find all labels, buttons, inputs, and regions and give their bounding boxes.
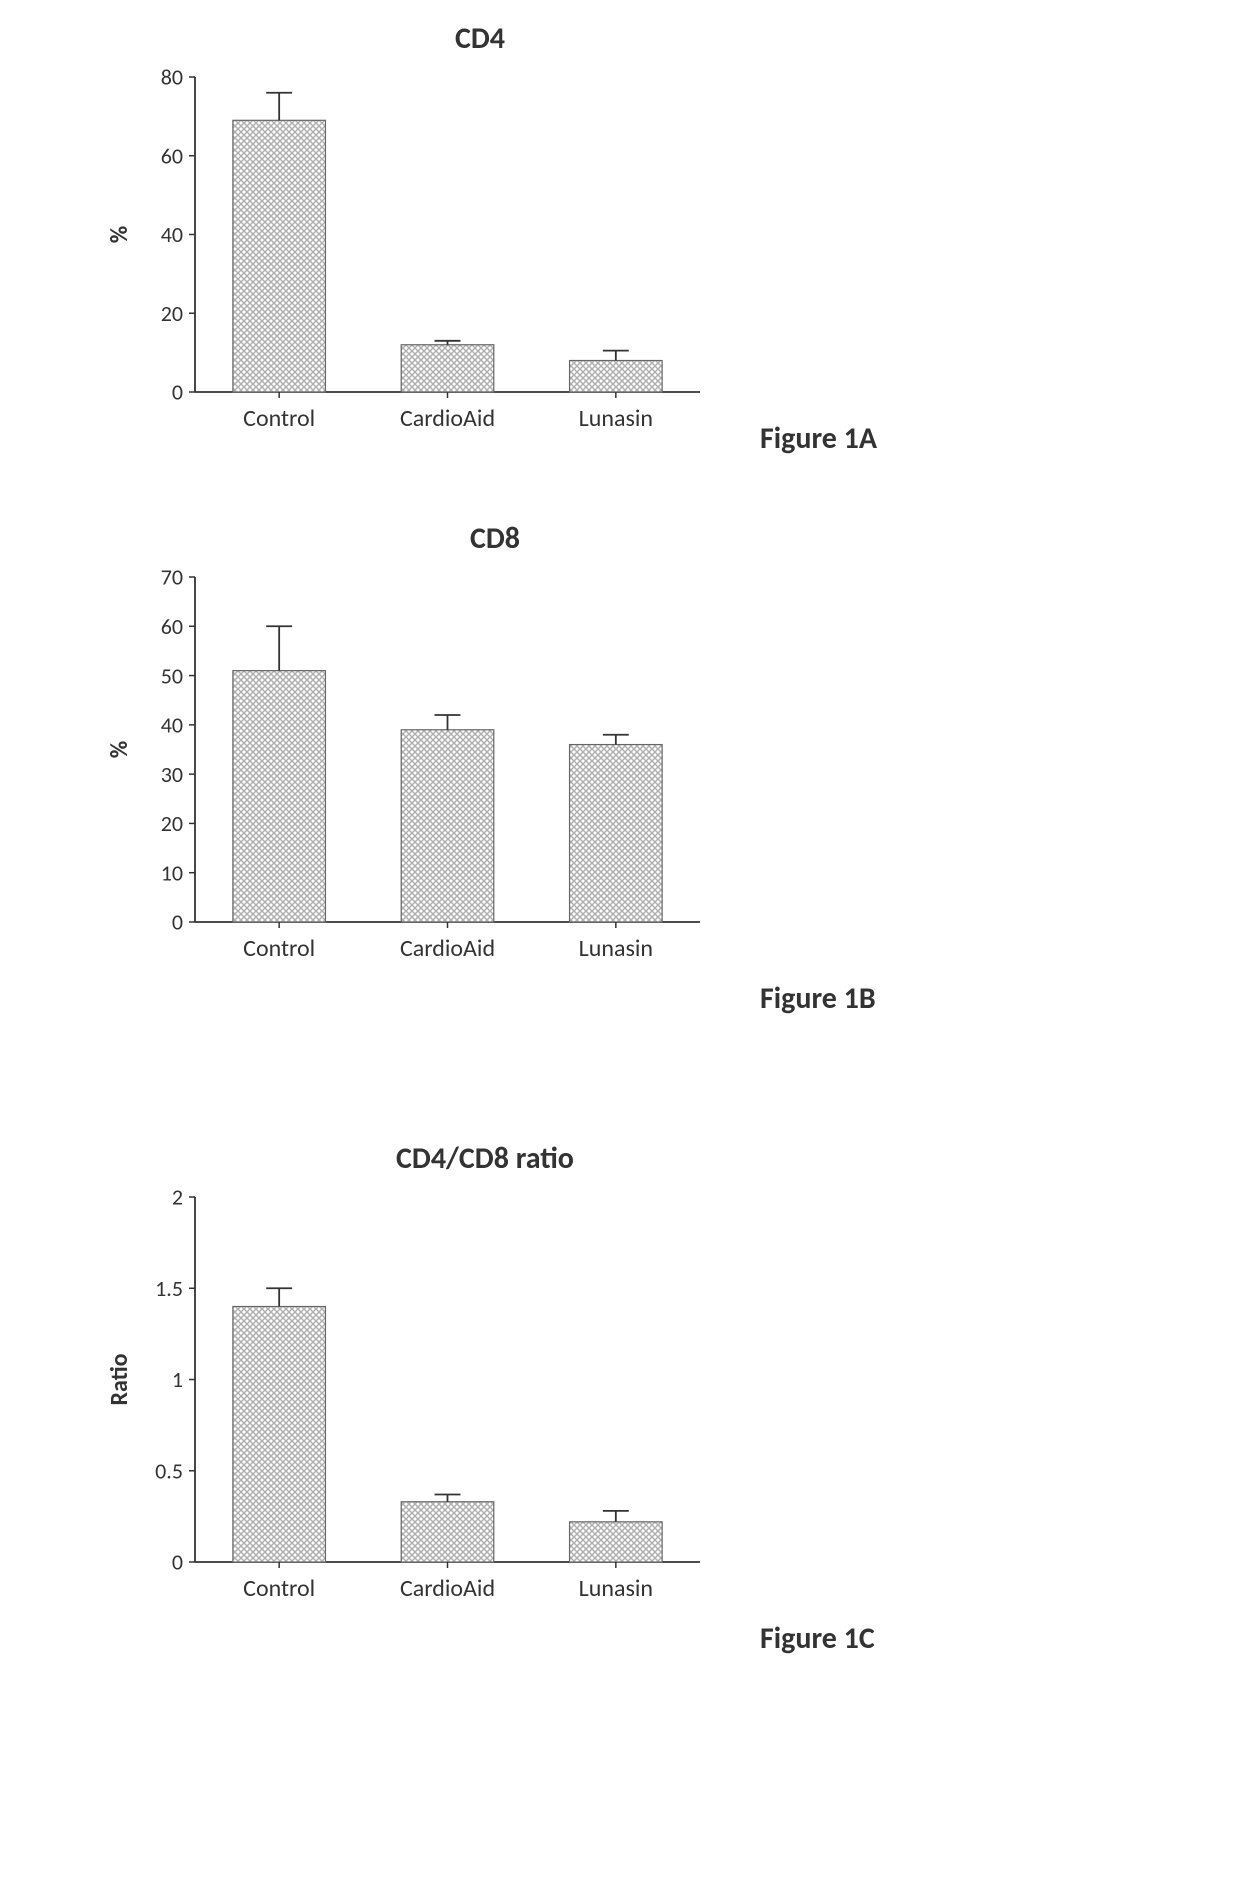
svg-text:CardioAid: CardioAid bbox=[400, 404, 495, 433]
svg-text:Control: Control bbox=[243, 404, 315, 433]
svg-text:40: 40 bbox=[161, 221, 183, 248]
bar bbox=[570, 1522, 663, 1562]
svg-text:60: 60 bbox=[161, 613, 183, 640]
svg-text:CardioAid: CardioAid bbox=[400, 934, 495, 963]
bar bbox=[570, 745, 663, 922]
chart-cd8-svg: 0 10 20 30 40 50 60 70% Control CardioAid Lunasin bbox=[100, 557, 720, 977]
chart-cd4: CD4 0 20 40 60 80% Control CardioAid Lunasin bbox=[100, 20, 720, 452]
figure-1c-label: Figure 1C bbox=[760, 1620, 875, 1657]
chart-ratio-title: CD4/CD8 ratio bbox=[310, 1140, 660, 1177]
svg-text:50: 50 bbox=[161, 662, 183, 689]
chart-cd4-svg: 0 20 40 60 80% Control CardioAid Lunasin bbox=[100, 57, 720, 447]
svg-text:20: 20 bbox=[161, 300, 183, 327]
svg-text:80: 80 bbox=[161, 64, 183, 91]
figure-1b-label: Figure 1B bbox=[760, 980, 876, 1017]
chart-cd8-title: CD8 bbox=[395, 520, 595, 557]
svg-text:20: 20 bbox=[161, 810, 183, 837]
svg-text:60: 60 bbox=[161, 142, 183, 169]
svg-text:%: % bbox=[105, 741, 134, 759]
svg-text:40: 40 bbox=[161, 712, 183, 739]
bar bbox=[233, 1307, 326, 1563]
svg-text:Lunasin: Lunasin bbox=[579, 404, 653, 433]
svg-text:0: 0 bbox=[172, 1549, 183, 1576]
svg-text:Control: Control bbox=[243, 934, 315, 963]
chart-cd4-title: CD4 bbox=[380, 20, 580, 57]
figure-1a-label: Figure 1A bbox=[760, 420, 877, 457]
svg-text:1: 1 bbox=[172, 1366, 183, 1393]
svg-text:1.5: 1.5 bbox=[155, 1275, 183, 1302]
svg-text:0: 0 bbox=[172, 379, 183, 406]
chart-ratio-svg: 0 0.5 1 1.5 2 Ratio Control CardioAid Lunasin bbox=[100, 1177, 720, 1617]
svg-text:Lunasin: Lunasin bbox=[579, 934, 653, 963]
chart-cd8: CD8 0 10 20 30 40 50 60 70% Control CardioAid Luna… bbox=[100, 520, 720, 982]
bar bbox=[233, 120, 326, 392]
bar bbox=[401, 345, 494, 392]
svg-text:CardioAid: CardioAid bbox=[400, 1574, 495, 1603]
svg-text:Ratio: Ratio bbox=[105, 1353, 134, 1405]
svg-text:10: 10 bbox=[161, 859, 183, 886]
bar bbox=[570, 361, 663, 393]
chart-ratio: CD4/CD8 ratio 0 0.5 1 1.5 2 Ratio Control Cardi… bbox=[100, 1140, 720, 1622]
svg-text:Lunasin: Lunasin bbox=[579, 1574, 653, 1603]
bar bbox=[233, 671, 326, 922]
svg-text:30: 30 bbox=[161, 761, 183, 788]
svg-text:%: % bbox=[105, 226, 134, 244]
svg-text:70: 70 bbox=[161, 564, 183, 591]
svg-text:2: 2 bbox=[172, 1184, 183, 1211]
bar bbox=[401, 1502, 494, 1562]
bar bbox=[401, 730, 494, 922]
svg-text:0: 0 bbox=[172, 909, 183, 936]
svg-text:0.5: 0.5 bbox=[155, 1457, 183, 1484]
page: CD4 020406080%ControlCardioAidLunasin Fi… bbox=[0, 0, 1240, 1891]
svg-text:Control: Control bbox=[243, 1574, 315, 1603]
